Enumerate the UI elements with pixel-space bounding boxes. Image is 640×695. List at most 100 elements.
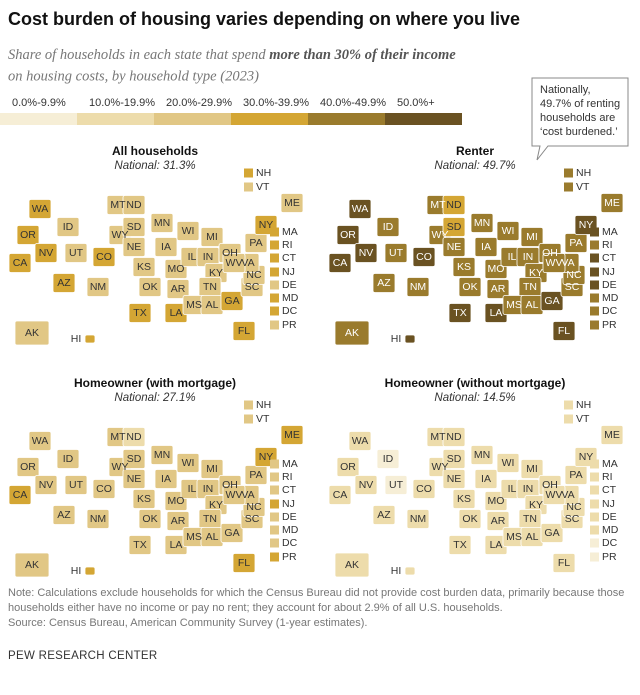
state-label: TX [133, 539, 146, 551]
state-label: NV [39, 247, 54, 259]
state [56, 217, 80, 237]
state [486, 279, 510, 299]
map-title: All households [112, 144, 198, 158]
state-label: WY [432, 461, 449, 473]
legend-label: 20.0%-29.9% [166, 97, 232, 109]
state-label: IA [161, 241, 171, 253]
state-label: SD [447, 221, 462, 233]
state-label: NH [256, 399, 271, 411]
state [474, 469, 498, 489]
state-label: HI [391, 333, 402, 345]
state [334, 552, 370, 578]
state-label: MA [602, 226, 618, 238]
state-label: VA [561, 489, 574, 501]
state-label: CO [416, 483, 432, 495]
state [56, 449, 80, 469]
state [328, 253, 352, 273]
state [404, 566, 416, 576]
state-label: CA [13, 489, 28, 501]
state-swatch [270, 459, 279, 469]
state-label: VA [561, 257, 574, 269]
state [542, 253, 566, 273]
state-swatch [244, 182, 253, 192]
state-label: ND [126, 199, 142, 211]
state [222, 485, 246, 505]
state-label: NE [127, 473, 142, 485]
state-label: SC [245, 281, 260, 293]
state-label: MT [110, 431, 126, 443]
state [520, 459, 544, 479]
state-label: DC [602, 305, 618, 317]
state-label: LA [170, 307, 183, 319]
state-label: GA [544, 527, 559, 539]
state-label: VT [576, 413, 590, 425]
state-swatch [590, 472, 599, 482]
state-label: MN [154, 449, 170, 461]
state-label: WA [32, 203, 49, 215]
state-label: DC [602, 537, 618, 549]
state-label: AL [206, 531, 219, 543]
state-label: VA [241, 257, 254, 269]
state-label: MD [282, 292, 299, 304]
state-label: IA [161, 473, 171, 485]
state [14, 552, 50, 578]
state [166, 279, 190, 299]
state [442, 427, 466, 447]
state-label: ID [63, 221, 74, 233]
state-swatch [590, 525, 599, 535]
state-label: OK [142, 281, 157, 293]
state-label: PR [282, 551, 297, 563]
state-label: NY [259, 451, 274, 463]
state [520, 227, 544, 247]
state-label: OK [462, 281, 477, 293]
state-label: SD [127, 221, 142, 233]
state-label: CA [333, 489, 348, 501]
state-label: IL [188, 483, 197, 495]
state-label: WI [502, 225, 515, 237]
state [336, 457, 360, 477]
state-swatch [564, 400, 573, 410]
subtitle-emphasis: more than 30% of their income [269, 47, 456, 63]
state-label: GA [544, 295, 559, 307]
state-label: OH [222, 247, 238, 259]
state [8, 485, 32, 505]
state-swatch [590, 485, 599, 495]
state-label: MI [206, 463, 218, 475]
state-label: NM [90, 513, 106, 525]
state-label: ME [604, 429, 620, 441]
state [150, 445, 174, 465]
state-label: DE [602, 511, 617, 523]
state [354, 243, 378, 263]
state-label: PR [602, 551, 617, 563]
state-label: NM [410, 281, 426, 293]
state [442, 469, 466, 489]
state-label: DE [282, 511, 297, 523]
state-label: AK [25, 559, 39, 571]
state [232, 321, 256, 341]
state-label: AK [25, 327, 39, 339]
state-label: RI [602, 239, 613, 251]
map-national: National: 49.7% [434, 160, 515, 172]
map-national: National: 14.5% [434, 392, 515, 404]
state [470, 445, 494, 465]
state-swatch [590, 227, 599, 237]
state-label: PA [249, 237, 262, 249]
state [176, 453, 200, 473]
state [122, 237, 146, 257]
state [280, 425, 304, 445]
state-label: MS [506, 531, 522, 543]
state-label: OH [542, 247, 558, 259]
state-label: MN [154, 217, 170, 229]
state-label: AR [491, 283, 506, 295]
state-label: NV [359, 479, 374, 491]
legend-swatch [231, 113, 308, 125]
state-swatch [270, 472, 279, 482]
state [52, 273, 76, 293]
state-label: WA [352, 435, 369, 447]
state-label: TN [523, 513, 537, 525]
state-label: NY [579, 451, 594, 463]
state-swatch [270, 485, 279, 495]
state-label: MS [186, 531, 202, 543]
state-label: OR [20, 461, 36, 473]
state-label: PA [249, 469, 262, 481]
